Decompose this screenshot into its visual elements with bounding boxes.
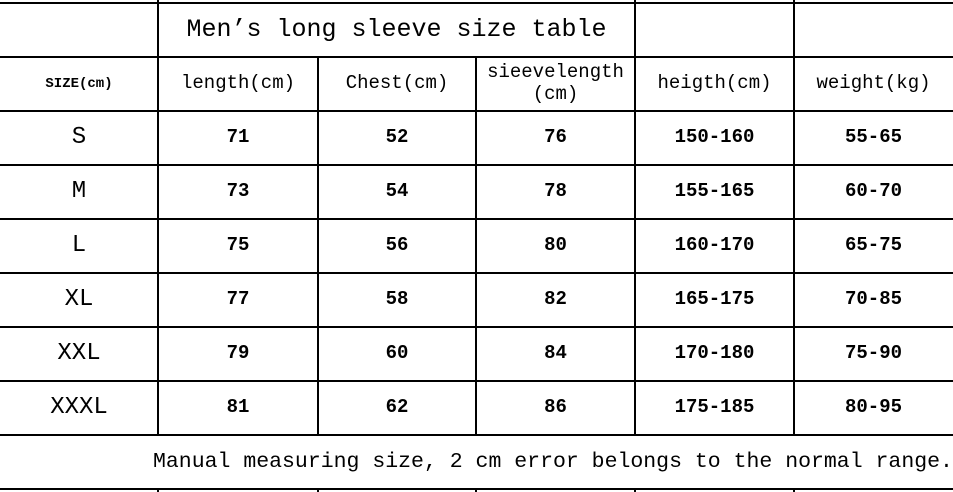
grid-line: [0, 434, 953, 436]
table-cell: 170-180: [674, 342, 755, 365]
grid-line: [793, 0, 795, 57]
grid-line: [634, 489, 636, 492]
table-cell: 81: [226, 396, 250, 419]
table-cell: 54: [385, 180, 409, 203]
size-label: XXXL: [50, 394, 108, 422]
grid-line: [157, 0, 159, 57]
size-label: XL: [64, 286, 94, 314]
table-cell: 160-170: [674, 234, 755, 257]
grid-line: [317, 489, 319, 492]
table-cell: 52: [385, 126, 409, 149]
grid-line: [157, 489, 159, 492]
table-cell: 75-90: [844, 342, 902, 365]
table-cell: 155-165: [674, 180, 755, 203]
table-cell: 58: [385, 288, 409, 311]
table-cell: 77: [226, 288, 250, 311]
grid-line: [157, 57, 159, 435]
table-cell: 86: [544, 396, 567, 419]
table-cell: 165-175: [674, 288, 755, 311]
grid-line: [793, 489, 795, 492]
table-cell: 65-75: [844, 234, 902, 257]
grid-line: [0, 2, 953, 4]
column-header: SIZE(cm): [45, 75, 113, 92]
grid-line: [475, 57, 477, 435]
table-cell: 175-185: [674, 396, 755, 419]
table-cell: 76: [544, 126, 567, 149]
column-header: sieevelength (cm): [487, 61, 624, 105]
table-cell: 60-70: [844, 180, 902, 203]
table-cell: 78: [544, 180, 567, 203]
table-cell: 55-65: [844, 126, 902, 149]
size-label: XXL: [57, 340, 101, 368]
size-label: L: [71, 232, 87, 260]
table-cell: 84: [544, 342, 567, 365]
grid-line: [634, 0, 636, 57]
grid-line: [475, 489, 477, 492]
column-header: Chest(cm): [345, 72, 449, 95]
column-header: heigth(cm): [657, 72, 772, 95]
footnote: Manual measuring size, 2 cm error belong…: [153, 449, 953, 474]
grid-line: [317, 57, 319, 435]
table-cell: 71: [226, 126, 250, 149]
size-label: M: [71, 178, 87, 206]
table-cell: 62: [385, 396, 409, 419]
table-cell: 56: [385, 234, 409, 257]
table-title: Men’s long sleeve size table: [186, 14, 607, 44]
table-cell: 70-85: [844, 288, 902, 311]
table-cell: 150-160: [674, 126, 755, 149]
size-label: S: [71, 124, 87, 152]
table-cell: 75: [226, 234, 250, 257]
table-cell: 73: [226, 180, 250, 203]
table-cell: 80-95: [844, 396, 902, 419]
table-cell: 60: [385, 342, 409, 365]
column-header: weight(kg): [816, 72, 931, 95]
grid-line: [793, 57, 795, 435]
table-cell: 82: [544, 288, 567, 311]
column-header: length(cm): [180, 72, 296, 95]
grid-line: [634, 57, 636, 435]
table-cell: 79: [226, 342, 250, 365]
table-cell: 80: [544, 234, 567, 257]
